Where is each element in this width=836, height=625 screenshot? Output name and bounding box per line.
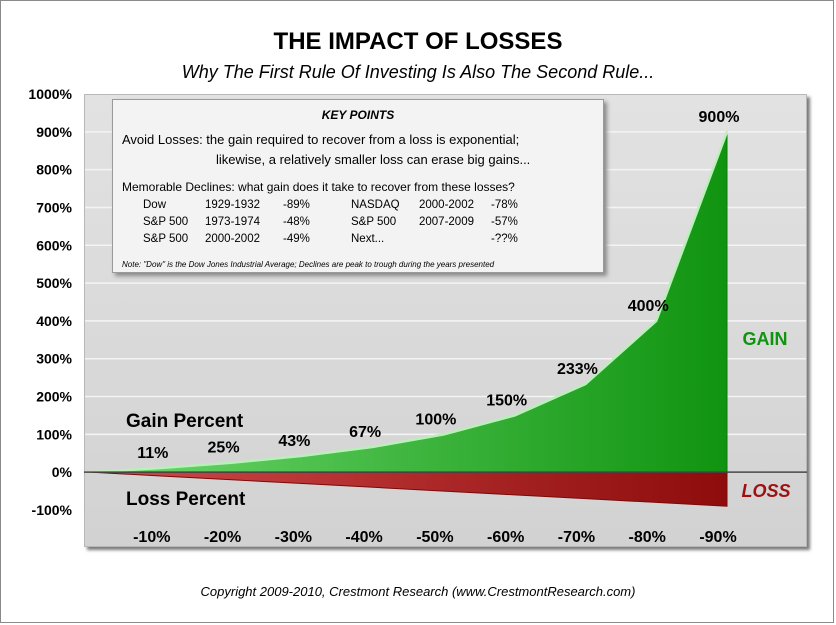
decline-index: Next...	[351, 233, 385, 245]
gain-data-label: 100%	[415, 411, 456, 428]
decline-period: 1929-1932	[205, 199, 260, 211]
key-points-avoid-line-1: Avoid Losses: the gain required to recov…	[122, 132, 520, 147]
y-tick-label: 1000%	[28, 86, 72, 102]
gain-data-label: 900%	[699, 109, 740, 126]
gain-data-label: 67%	[349, 424, 381, 441]
chart-title: THE IMPACT OF LOSSES	[273, 28, 563, 55]
key-points-memorable: Memorable Declines: what gain does it ta…	[122, 180, 515, 194]
decline-period: 2007-2009	[419, 216, 474, 228]
x-category-label: -60%	[487, 529, 524, 546]
x-category-label: -30%	[275, 529, 312, 546]
gain-data-label: 43%	[278, 433, 310, 450]
decline-change: -89%	[283, 199, 310, 211]
y-tick-label: 200%	[36, 389, 72, 405]
decline-period: 1973-1974	[205, 216, 260, 228]
decline-change: -57%	[491, 216, 518, 228]
x-category-label: -50%	[416, 529, 453, 546]
y-tick-label: 600%	[36, 237, 72, 253]
decline-index: S&P 500	[143, 233, 189, 245]
gain-data-label: 11%	[137, 445, 168, 462]
x-category-label: -20%	[204, 529, 241, 546]
loss-series-label: LOSS	[741, 481, 790, 501]
gain-data-label: 150%	[486, 392, 527, 409]
x-category-label: -10%	[133, 529, 170, 546]
decline-index: S&P 500	[143, 216, 189, 228]
y-tick-label: 900%	[36, 124, 72, 140]
decline-period: 2000-2002	[419, 199, 474, 211]
key-points-note: Note: "Dow" is the Dow Jones Industrial …	[122, 260, 495, 269]
key-points-avoid-line-2: likewise, a relatively smaller loss can …	[216, 152, 531, 167]
x-category-label: -90%	[699, 529, 736, 546]
decline-index: S&P 500	[351, 216, 397, 228]
loss-percent-label: Loss Percent	[126, 489, 246, 510]
gain-percent-label: Gain Percent	[126, 411, 244, 432]
chart-subtitle: Why The First Rule Of Investing Is Also …	[181, 62, 655, 82]
gain-data-label: 25%	[208, 440, 240, 457]
y-tick-label: -100%	[32, 502, 73, 518]
gain-data-label: 233%	[557, 361, 598, 378]
gain-line	[89, 131, 729, 474]
decline-change: -48%	[283, 216, 310, 228]
y-tick-label: 0%	[52, 464, 73, 480]
decline-change: -49%	[283, 233, 310, 245]
y-tick-label: 800%	[36, 162, 72, 178]
decline-change: -??%	[491, 233, 518, 245]
gain-data-label: 400%	[628, 298, 669, 315]
decline-change: -78%	[491, 199, 518, 211]
copyright: Copyright 2009-2010, Crestmont Research …	[200, 584, 636, 599]
y-tick-label: 500%	[36, 275, 72, 291]
x-category-label: -70%	[558, 529, 595, 546]
y-tick-label: 300%	[36, 351, 72, 367]
y-tick-label: 400%	[36, 313, 72, 329]
decline-index: NASDAQ	[351, 199, 400, 211]
key-points-box: KEY POINTS Avoid Losses: the gain requir…	[112, 99, 604, 273]
y-tick-label: 700%	[36, 199, 72, 215]
decline-index: Dow	[143, 199, 167, 211]
key-points-title: KEY POINTS	[321, 108, 395, 122]
gain-series-label: GAIN	[743, 329, 788, 349]
y-tick-label: 100%	[36, 426, 72, 442]
x-category-label: -40%	[345, 529, 382, 546]
loss-area	[89, 471, 728, 507]
decline-period: 2000-2002	[205, 233, 260, 245]
x-category-label: -80%	[629, 529, 666, 546]
